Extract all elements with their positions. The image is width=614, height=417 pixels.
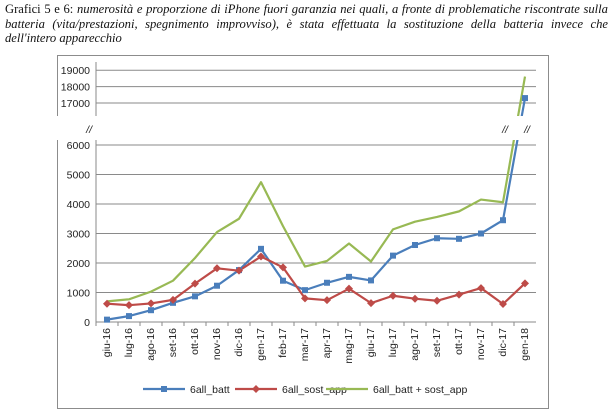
- y-tick-label: 3000: [67, 229, 91, 241]
- point-marker: [477, 284, 485, 293]
- point-marker: [257, 252, 265, 261]
- point-marker: [103, 299, 111, 308]
- axis-break: [56, 116, 538, 140]
- x-tick-label: dic-16: [233, 328, 245, 357]
- y-tick-label: 18000: [61, 82, 90, 94]
- x-tick-label: ott-17: [453, 328, 465, 355]
- point-marker: [148, 307, 154, 314]
- point-marker: [521, 279, 529, 288]
- point-marker: [522, 95, 528, 102]
- series-line: [106, 255, 526, 307]
- point-marker: [412, 242, 418, 249]
- x-tick-label: giu-16: [101, 328, 113, 357]
- point-marker: [345, 284, 353, 293]
- x-tick-label: mag-17: [343, 328, 355, 364]
- x-tick-label: set-17: [431, 328, 443, 357]
- point-marker: [433, 296, 441, 305]
- point-marker: [280, 277, 286, 284]
- point-marker: [302, 287, 308, 294]
- point-marker: [104, 316, 110, 323]
- break-mark: //: [523, 124, 531, 136]
- y-tick-label: 5000: [67, 170, 91, 182]
- y-tick-label: 17000: [61, 98, 90, 110]
- point-marker: [500, 217, 506, 224]
- break-mark: //: [85, 124, 93, 136]
- y-tick-label: 1000: [67, 288, 91, 300]
- point-marker: [346, 273, 352, 280]
- x-tick-label: lug-16: [123, 328, 135, 357]
- point-marker: [169, 295, 177, 304]
- point-marker: [478, 230, 484, 237]
- x-tick-label: set-16: [167, 328, 179, 357]
- x-tick-label: ago-17: [409, 328, 421, 361]
- series-line: [106, 97, 527, 321]
- point-marker: [411, 294, 419, 303]
- title-text: numerosità e proporzione di iPhone fuori…: [5, 2, 608, 45]
- chart-title: Grafici 5 e 6: numerosità e proporzione …: [5, 2, 608, 46]
- legend-label: 6all_sost_app: [282, 384, 347, 396]
- point-marker: [214, 282, 220, 289]
- point-marker: [279, 263, 287, 272]
- legend-label: 6all_batt + sost_app: [373, 384, 467, 396]
- point-marker: [126, 313, 132, 320]
- legend-marker: [161, 386, 167, 392]
- x-tick-label: dic-17: [497, 328, 509, 357]
- x-tick-label: nov-17: [475, 328, 487, 360]
- point-marker: [323, 296, 331, 305]
- point-marker: [147, 299, 155, 308]
- point-marker: [213, 264, 221, 273]
- x-tick-label: nov-16: [211, 328, 223, 360]
- legend-label: 6all_batt: [190, 384, 230, 396]
- title-label: Grafici 5 e 6:: [5, 2, 74, 16]
- point-marker: [324, 279, 330, 286]
- y-tick-label: 0: [84, 317, 90, 329]
- point-marker: [390, 252, 396, 259]
- point-marker: [192, 293, 198, 300]
- legend-marker: [252, 385, 260, 393]
- point-marker: [455, 290, 463, 299]
- chart-frame: [57, 55, 549, 409]
- point-marker: [499, 300, 507, 309]
- x-tick-label: ago-16: [145, 328, 157, 361]
- x-tick-label: ott-16: [189, 328, 201, 355]
- point-marker: [125, 301, 133, 310]
- y-tick-label: 2000: [67, 258, 91, 270]
- x-tick-label: gen-17: [255, 328, 267, 361]
- point-marker: [301, 294, 309, 303]
- break-mark: //: [501, 124, 509, 136]
- y-tick-label: 19000: [61, 65, 90, 77]
- point-marker: [191, 279, 199, 288]
- x-tick-label: apr-17: [321, 328, 333, 359]
- x-tick-label: giu-17: [365, 328, 377, 357]
- point-marker: [258, 245, 264, 252]
- point-marker: [456, 235, 462, 242]
- x-tick-label: gen-18: [519, 328, 531, 361]
- y-tick-label: 4000: [67, 199, 91, 211]
- x-tick-label: feb-17: [277, 328, 289, 358]
- point-marker: [368, 277, 374, 284]
- x-tick-label: lug-17: [387, 328, 399, 357]
- point-marker: [389, 291, 397, 300]
- point-marker: [235, 266, 243, 275]
- series-line: [106, 76, 527, 303]
- point-marker: [434, 235, 440, 242]
- point-marker: [367, 299, 375, 308]
- x-tick-label: mar-17: [299, 328, 311, 361]
- y-tick-label: 6000: [67, 140, 91, 152]
